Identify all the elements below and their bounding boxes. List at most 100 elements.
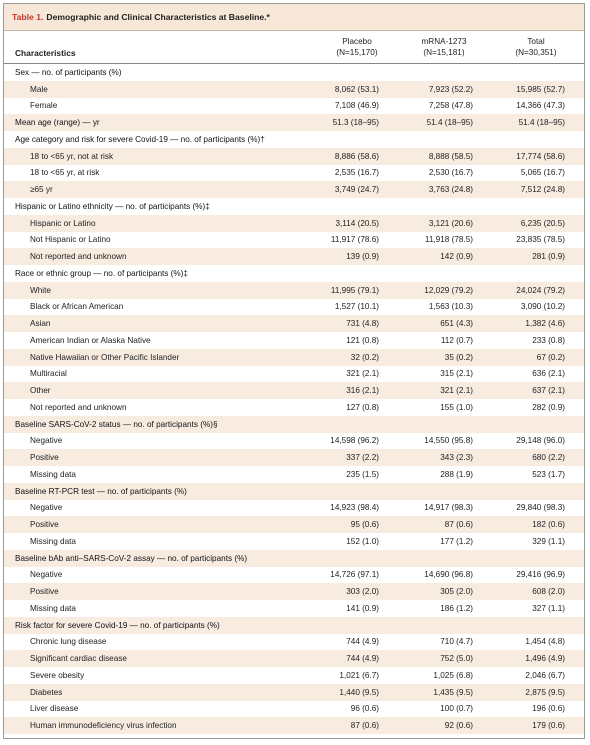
mrna-cell: 7,258 (47.8): [428, 101, 473, 111]
table-row: Positive 303 (2.0) 305 (2.0) 608 (2.0): [4, 583, 584, 600]
table-row: Negative 14,726 (97.1) 14,690 (96.8) 29,416…: [4, 567, 584, 584]
table-row: Severe obesity 1,021 (6.7) 1,025 (6.8) 2,04…: [4, 667, 584, 684]
row-label: Baseline RT-PCR test — no. of participan…: [15, 486, 187, 496]
row-label: Sex — no. of participants (%): [15, 67, 122, 77]
table-row: Hispanic or Latino ethnicity — no. of pa…: [4, 198, 584, 215]
row-label: Liver disease: [30, 704, 79, 714]
total-cell: 182 (0.6): [532, 520, 565, 530]
placebo-cell: 11,995 (79.1): [330, 285, 379, 295]
row-label: Negative: [30, 436, 63, 446]
total-cell: 29,416 (96.9): [516, 570, 565, 580]
row-label: Baseline SARS-CoV-2 status — no. of part…: [15, 419, 218, 429]
table-row: Other 316 (2.1) 321 (2.1) 637 (2.1): [4, 382, 584, 399]
placebo-cell: 2,535 (16.7): [334, 168, 379, 178]
table-row: Baseline SARS-CoV-2 status — no. of part…: [4, 415, 584, 433]
mrna-header-n: (N=15,181): [423, 48, 465, 57]
row-label: White: [30, 285, 51, 295]
mrna-cell: 12,029 (79.2): [424, 285, 473, 295]
mrna-cell: 7,923 (52.2): [428, 84, 473, 94]
total-cell: 1,496 (4.9): [525, 654, 565, 664]
total-header-label: Total: [527, 37, 545, 46]
table-row: Human immunodeficiency virus infection 87…: [4, 717, 584, 734]
total-cell: 608 (2.0): [532, 587, 565, 597]
table-row: Significant cardiac disease 744 (4.9) 752 …: [4, 650, 584, 667]
total-cell: 637 (2.1): [532, 386, 565, 396]
row-label: Risk factor for severe Covid-19 — no. of…: [15, 620, 220, 630]
placebo-column-header: Placebo (N=15,170): [317, 36, 397, 58]
total-cell: 196 (0.6): [532, 704, 565, 714]
table-row: Hispanic or Latino 3,114 (20.5) 3,121 (20.…: [4, 214, 584, 232]
placebo-cell: 51.3 (18–95): [332, 118, 379, 128]
mrna-cell: 752 (5.0): [440, 654, 473, 664]
placebo-cell: 127 (0.8): [346, 402, 379, 412]
total-cell: 1,382 (4.6): [525, 319, 565, 329]
table-row: Male 8,062 (53.1) 7,923 (52.2) 15,985 (52.7…: [4, 80, 584, 98]
mrna-cell: 51.4 (18–95): [426, 118, 473, 128]
row-label: Chronic lung disease: [30, 637, 107, 647]
mrna-cell: 11,918 (78.5): [424, 235, 473, 245]
row-label: Negative: [30, 570, 63, 580]
row-label: Asian: [30, 319, 51, 329]
total-cell: 2,875 (9.5): [525, 687, 565, 697]
total-cell: 636 (2.1): [532, 369, 565, 379]
table-row: Not reported and unknown 139 (0.9) 142 (0.…: [4, 248, 584, 265]
placebo-cell: 303 (2.0): [346, 587, 379, 597]
placebo-cell: 141 (0.9): [346, 603, 379, 613]
table-frame: Table 1. Demographic and Clinical Charac…: [3, 3, 585, 739]
table-row: Chronic lung disease 744 (4.9) 710 (4.7) 1,…: [4, 634, 584, 651]
row-label: Missing data: [30, 536, 76, 546]
total-cell: 6,235 (20.5): [520, 218, 565, 228]
total-cell: 1,454 (4.8): [525, 637, 565, 647]
total-cell: 680 (2.2): [532, 453, 565, 463]
placebo-cell: 1,021 (6.7): [339, 670, 379, 680]
placebo-cell: 87 (0.6): [350, 721, 379, 731]
row-label: 18 to <65 yr, not at risk: [30, 151, 114, 161]
table-row: Liver disease 96 (0.6) 100 (0.7) 196 (0.6): [4, 701, 584, 718]
total-cell: 29,840 (98.3): [516, 503, 565, 513]
total-cell: 233 (0.8): [532, 335, 565, 345]
total-cell: 51.4 (18–95): [518, 118, 565, 128]
mrna-cell: 14,550 (95.8): [424, 436, 473, 446]
table-row: Negative 14,923 (98.4) 14,917 (98.3) 29,840…: [4, 500, 584, 517]
mrna-cell: 87 (0.6): [444, 520, 473, 530]
placebo-cell: 744 (4.9): [346, 654, 379, 664]
row-label: Male: [30, 84, 48, 94]
row-label: Female: [30, 101, 58, 111]
table-header: Placebo (N=15,170) mRNA-1273 (N=15,181) …: [4, 31, 584, 64]
mrna-cell: 3,763 (24.8): [428, 185, 473, 195]
table-row: Negative 14,598 (96.2) 14,550 (95.8) 29,148…: [4, 433, 584, 450]
table-row: ≥65 yr 3,749 (24.7) 3,763 (24.8) 7,512 (24.…: [4, 181, 584, 198]
mrna-cell: 142 (0.9): [440, 252, 473, 262]
total-cell: 327 (1.1): [532, 603, 565, 613]
table-row: Baseline bAb anti–SARS-CoV-2 assay — no.…: [4, 549, 584, 567]
mrna-cell: 3,121 (20.6): [428, 218, 473, 228]
placebo-cell: 1,527 (10.1): [334, 302, 379, 312]
placebo-cell: 337 (2.2): [346, 453, 379, 463]
row-label: Baseline bAb anti–SARS-CoV-2 assay — no.…: [15, 553, 248, 563]
table-row: Native Hawaiian or Other Pacific Islande…: [4, 348, 584, 366]
table-row: 18 to <65 yr, not at risk 8,886 (58.6) 8,8…: [4, 147, 584, 165]
row-label: ≥65 yr: [30, 185, 53, 195]
placebo-cell: 3,749 (24.7): [334, 185, 379, 195]
row-label: Race or ethnic group — no. of participan…: [15, 268, 188, 278]
row-label: Diabetes: [30, 687, 63, 697]
row-label: Positive: [30, 453, 59, 463]
placebo-cell: 32 (0.2): [350, 352, 379, 362]
row-label: Positive: [30, 587, 59, 597]
table-row: American Indian or Alaska Native 121 (0.8…: [4, 332, 584, 349]
table-row: Not Hispanic or Latino 11,917 (78.6) 11,91…: [4, 232, 584, 249]
mrna-cell: 35 (0.2): [444, 352, 473, 362]
table-row: Missing data 141 (0.9) 186 (1.2) 327 (1.1): [4, 600, 584, 617]
row-label: Not reported and unknown: [30, 252, 127, 262]
row-label: Native Hawaiian or Other Pacific Islande…: [30, 352, 180, 362]
placebo-cell: 235 (1.5): [346, 469, 379, 479]
mrna-cell: 1,563 (10.3): [428, 302, 473, 312]
row-label: Negative: [30, 503, 63, 513]
total-header-n: (N=30,351): [515, 48, 557, 57]
total-column-header: Total (N=30,351): [496, 36, 576, 58]
row-label: Age category and risk for severe Covid-1…: [15, 134, 265, 144]
total-cell: 523 (1.7): [532, 469, 565, 479]
row-label: Severe obesity: [30, 670, 85, 680]
table-row: Missing data 152 (1.0) 177 (1.2) 329 (1.1): [4, 533, 584, 550]
total-cell: 14,366 (47.3): [516, 101, 565, 111]
